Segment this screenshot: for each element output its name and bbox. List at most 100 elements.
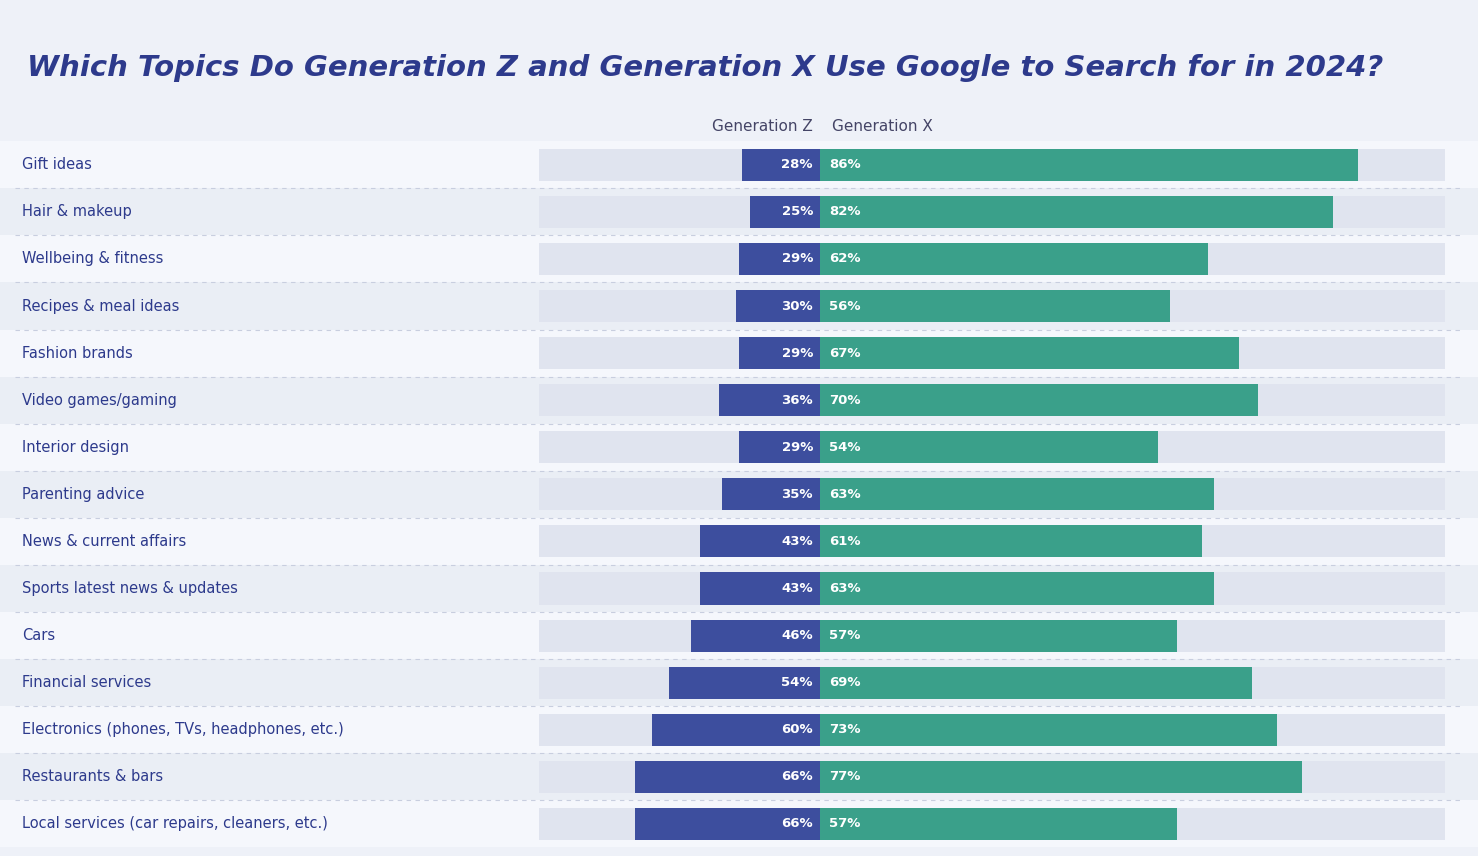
- Bar: [0, 800, 1478, 847]
- Text: 63%: 63%: [829, 488, 860, 501]
- Bar: [0, 424, 1478, 471]
- Text: 29%: 29%: [782, 347, 813, 360]
- Bar: [0, 282, 1478, 330]
- Bar: [820, 714, 1445, 746]
- Text: Recipes & meal ideas: Recipes & meal ideas: [22, 299, 179, 313]
- Bar: [539, 808, 820, 840]
- Text: 66%: 66%: [782, 770, 813, 783]
- Bar: [0, 330, 1478, 377]
- Text: Generation X: Generation X: [832, 119, 933, 134]
- Text: Wellbeing & fitness: Wellbeing & fitness: [22, 252, 164, 266]
- Bar: [0, 518, 1478, 565]
- Text: 67%: 67%: [829, 347, 860, 360]
- Bar: [0, 706, 1478, 753]
- Bar: [820, 337, 1239, 369]
- Text: Restaurants & bars: Restaurants & bars: [22, 770, 163, 784]
- Text: 43%: 43%: [782, 535, 813, 548]
- Bar: [820, 526, 1202, 557]
- Bar: [820, 479, 1213, 510]
- Bar: [820, 479, 1445, 510]
- Bar: [652, 714, 820, 746]
- Bar: [0, 471, 1478, 518]
- Bar: [0, 612, 1478, 659]
- Text: Cars: Cars: [22, 628, 55, 643]
- Bar: [751, 196, 820, 228]
- Bar: [699, 526, 820, 557]
- Bar: [820, 573, 1213, 604]
- Bar: [539, 479, 820, 510]
- Bar: [820, 667, 1445, 698]
- Bar: [820, 290, 1445, 322]
- Bar: [0, 377, 1478, 424]
- Bar: [539, 667, 820, 698]
- Bar: [820, 620, 1176, 651]
- Text: 82%: 82%: [829, 205, 860, 218]
- Text: 62%: 62%: [829, 253, 860, 265]
- Bar: [539, 573, 820, 604]
- Text: Hair & makeup: Hair & makeup: [22, 205, 132, 219]
- Bar: [820, 149, 1358, 181]
- Text: 70%: 70%: [829, 394, 860, 407]
- Bar: [739, 337, 820, 369]
- Text: 77%: 77%: [829, 770, 860, 783]
- Bar: [820, 431, 1157, 463]
- Bar: [820, 384, 1445, 416]
- Bar: [820, 714, 1277, 746]
- Bar: [742, 149, 820, 181]
- Text: Interior design: Interior design: [22, 440, 129, 455]
- Bar: [736, 290, 820, 322]
- Text: 29%: 29%: [782, 441, 813, 454]
- Bar: [699, 573, 820, 604]
- Text: 57%: 57%: [829, 629, 860, 642]
- Bar: [820, 808, 1445, 840]
- Bar: [636, 808, 820, 840]
- Bar: [820, 620, 1445, 651]
- Text: 61%: 61%: [829, 535, 860, 548]
- Bar: [692, 620, 820, 651]
- Bar: [820, 243, 1208, 275]
- Text: 54%: 54%: [782, 676, 813, 689]
- Text: Which Topics Do Generation Z and Generation X Use Google to Search for in 2024?: Which Topics Do Generation Z and Generat…: [27, 54, 1383, 81]
- Bar: [539, 290, 820, 322]
- Text: 28%: 28%: [782, 158, 813, 171]
- Bar: [820, 243, 1445, 275]
- Bar: [539, 431, 820, 463]
- Text: 86%: 86%: [829, 158, 860, 171]
- Bar: [539, 337, 820, 369]
- Text: News & current affairs: News & current affairs: [22, 534, 186, 549]
- Text: 54%: 54%: [829, 441, 860, 454]
- Text: Parenting advice: Parenting advice: [22, 487, 145, 502]
- Bar: [0, 565, 1478, 612]
- Text: Gift ideas: Gift ideas: [22, 158, 92, 172]
- Text: 29%: 29%: [782, 253, 813, 265]
- Bar: [539, 243, 820, 275]
- Text: Sports latest news & updates: Sports latest news & updates: [22, 581, 238, 596]
- Bar: [636, 761, 820, 793]
- Bar: [539, 196, 820, 228]
- Bar: [539, 761, 820, 793]
- Bar: [739, 431, 820, 463]
- Text: Local services (car repairs, cleaners, etc.): Local services (car repairs, cleaners, e…: [22, 817, 328, 831]
- Bar: [820, 761, 1445, 793]
- Bar: [820, 196, 1333, 228]
- Bar: [723, 479, 820, 510]
- Bar: [820, 149, 1445, 181]
- Bar: [820, 290, 1171, 322]
- Bar: [820, 573, 1445, 604]
- Text: 69%: 69%: [829, 676, 860, 689]
- Text: 43%: 43%: [782, 582, 813, 595]
- Bar: [820, 337, 1445, 369]
- Bar: [820, 196, 1445, 228]
- Text: 57%: 57%: [829, 817, 860, 830]
- Bar: [539, 526, 820, 557]
- Text: 30%: 30%: [782, 300, 813, 312]
- Text: 56%: 56%: [829, 300, 860, 312]
- Bar: [0, 235, 1478, 282]
- Text: 63%: 63%: [829, 582, 860, 595]
- Bar: [539, 384, 820, 416]
- Bar: [539, 620, 820, 651]
- Text: 36%: 36%: [782, 394, 813, 407]
- Text: 73%: 73%: [829, 723, 860, 736]
- Bar: [0, 753, 1478, 800]
- Bar: [720, 384, 820, 416]
